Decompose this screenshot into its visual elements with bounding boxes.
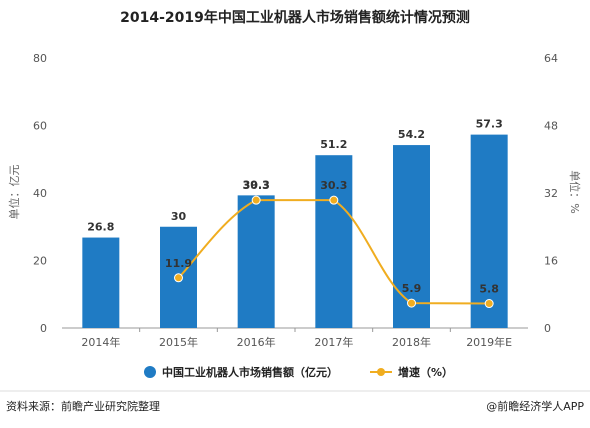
x-tick-label: 2017年 [314,335,353,349]
chart-title: 2014-2019年中国工业机器人市场销售额统计情况预测 [120,9,470,26]
growth-value-label: 5.9 [402,282,422,295]
bar-value-label: 39.3 [243,178,270,191]
bar [82,237,120,328]
bar [393,145,430,328]
bar [315,155,353,328]
y-axis-title-right: 单位：% [568,170,582,213]
growth-point [407,298,416,308]
x-tick-label: 2018年 [392,335,431,349]
y-tick-right: 48 [544,120,558,133]
growth-value-label: 30.3 [320,179,347,192]
growth-line [174,195,494,309]
growth-point [174,273,183,283]
x-tick-label: 2014年 [81,335,120,349]
y-tick-left: 20 [33,255,47,268]
legend-bar-label: 中国工业机器人市场销售额（亿元） [162,365,338,379]
x-tick-label: 2019年E [466,335,512,349]
axes: 0 20 40 60 80 0 16 32 48 64 2014年 2015年 2016年 2017年 20… [33,52,558,349]
bar-value-label: 26.8 [87,221,114,234]
bar-value-label: 51.2 [320,138,347,151]
x-tick-label: 2016年 [237,335,276,349]
growth-value-label: 30.3 [243,179,270,192]
bar-value-label: 30 [171,210,187,223]
y-tick-left: 40 [33,187,47,200]
y-tick-left: 60 [33,120,47,133]
growth-value-label: 5.8 [479,283,499,296]
legend-line-marker [377,368,385,376]
y-tick-left: 80 [33,52,47,65]
x-tick-label: 2015年 [159,335,198,349]
footer-source: 资料来源：前瞻产业研究院整理 [6,399,160,413]
legend-bar-swatch [144,366,156,378]
y-tick-right: 64 [544,52,558,65]
legend: 中国工业机器人市场销售额（亿元） 增速（%） [144,365,453,379]
y-axis-title-left: 单位：亿元 [7,165,21,220]
bar [470,134,508,328]
bar [237,195,275,328]
y-tick-right: 0 [544,322,551,335]
bar-value-label: 57.3 [476,118,503,131]
footer-brand: @前瞻经济学人APP [486,399,584,413]
y-tick-right: 32 [544,187,558,200]
growth-point [329,195,339,205]
data-labels: 26.8 30 39.3 51.2 54.2 57.3 11.9 30.3 30.3 5.9 5.8 [87,118,502,296]
bar-value-label: 54.2 [398,128,425,141]
growth-value-label: 11.9 [165,257,192,270]
legend-line-label: 增速（%） [398,365,453,379]
bars [82,134,508,328]
growth-point [484,299,494,309]
y-tick-left: 0 [40,322,47,335]
growth-point [251,195,261,205]
y-tick-right: 16 [544,255,558,268]
